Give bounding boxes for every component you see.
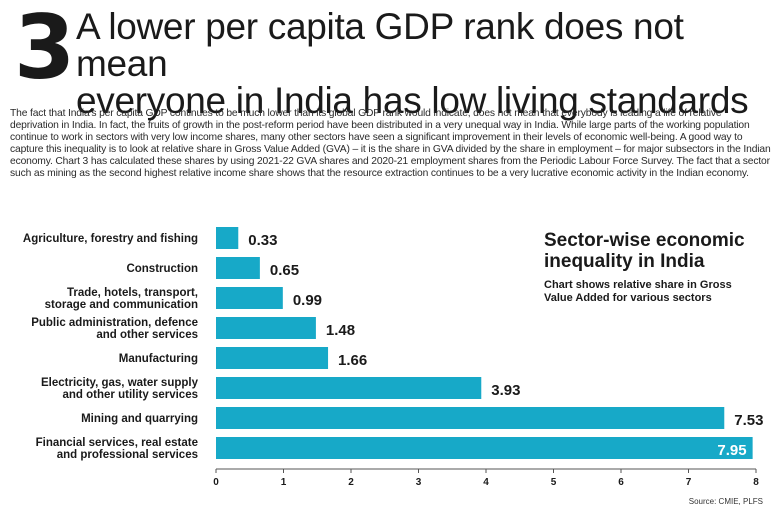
source-note: Source: CMIE, PLFS (688, 497, 763, 506)
category-label-3-line-1: and other services (96, 329, 198, 341)
category-label-6: Mining and quarrying (81, 413, 198, 425)
bar-2 (216, 287, 283, 309)
value-label-5: 3.93 (491, 382, 520, 399)
category-label-4: Manufacturing (119, 353, 198, 365)
headline-line-1: A lower per capita GDP rank does not mea… (76, 6, 684, 84)
x-tick-label-8: 8 (753, 477, 759, 488)
category-label-2-line-1: storage and communication (45, 299, 198, 311)
value-label-3: 1.48 (326, 322, 355, 339)
x-tick-label-2: 2 (348, 477, 354, 488)
chart-annotation: Sector-wise economic inequality in India… (544, 230, 774, 305)
headline-line-2: everyone in India has low living standar… (76, 80, 749, 121)
category-label-3-line-0: Public administration, defence (31, 317, 198, 329)
value-label-4: 1.66 (338, 352, 367, 369)
x-tick-label-6: 6 (618, 477, 624, 488)
bar-chart: Agriculture, forestry and fishing 0.33 Con… (23, 227, 763, 488)
chart-title: Sector-wise economic inequality in India (544, 230, 774, 272)
x-tick-label-1: 1 (281, 477, 287, 488)
chart-subtitle: Chart shows relative share in Gross Valu… (544, 279, 774, 305)
chart-title-line-2: inequality in India (544, 251, 705, 272)
bar-5 (216, 377, 482, 399)
bar-3 (216, 317, 316, 339)
value-label-0: 0.33 (248, 232, 277, 249)
bar-6 (216, 407, 725, 429)
bar-7 (216, 437, 753, 459)
x-tick-label-7: 7 (686, 477, 692, 488)
bar-1 (216, 257, 260, 279)
category-label-1: Construction (126, 263, 198, 275)
bar-0 (216, 227, 239, 249)
category-label-2-line-0: Trade, hotels, transport, (67, 287, 198, 299)
intro-paragraph: The fact that India's per capita GDP con… (10, 108, 771, 180)
value-label-2: 0.99 (293, 292, 322, 309)
x-tick-label-4: 4 (483, 477, 489, 488)
category-label-5-line-1: and other utility services (63, 389, 199, 401)
chart-subtitle-line-1: Chart shows relative share in Gross (544, 279, 732, 291)
chart-number: 3 (14, 0, 76, 99)
value-label-1: 0.65 (270, 262, 299, 279)
value-label-7: 7.95 (717, 442, 746, 459)
category-label-5-line-0: Electricity, gas, water supply (41, 377, 199, 389)
category-label-7-line-0: Financial services, real estate (36, 437, 198, 449)
x-tick-label-0: 0 (213, 477, 219, 488)
headline: A lower per capita GDP rank does not mea… (76, 8, 776, 119)
chart-header: 3 A lower per capita GDP rank does not m… (10, 0, 775, 119)
bar-4 (216, 347, 329, 369)
category-label-0: Agriculture, forestry and fishing (23, 233, 198, 245)
x-tick-label-3: 3 (416, 477, 422, 488)
x-tick-label-5: 5 (551, 477, 557, 488)
category-label-7-line-1: and professional services (57, 449, 198, 461)
chart-title-line-1: Sector-wise economic (544, 230, 745, 251)
chart-subtitle-line-2: Value Added for various sectors (544, 292, 712, 304)
value-label-6: 7.53 (734, 412, 763, 429)
